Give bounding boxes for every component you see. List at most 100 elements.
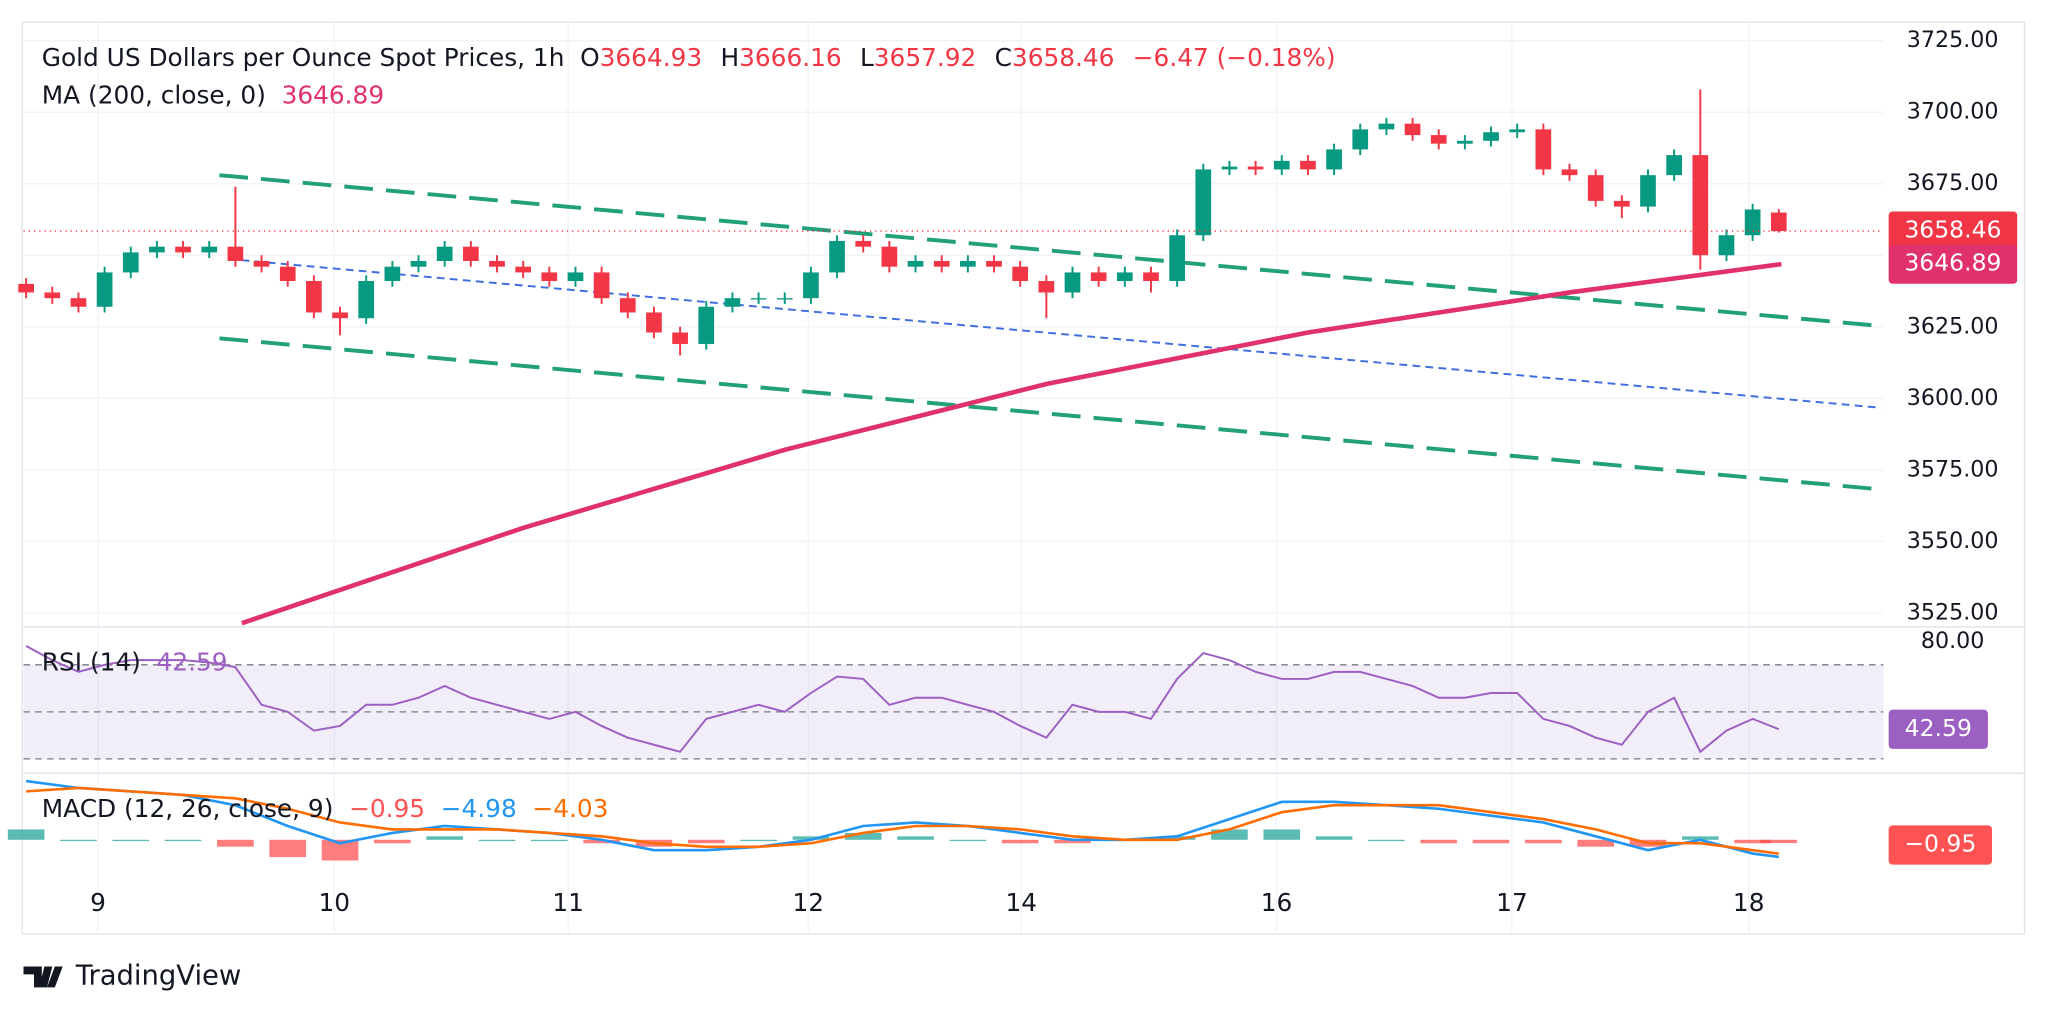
candle-body [1613,200,1630,207]
macd-histogram [1368,839,1405,842]
x-tick-label: 14 [1005,888,1037,917]
candle-body [1509,129,1526,133]
candle-body [44,292,61,299]
macd-histogram [321,839,359,861]
rsi-value: 42.59 [157,648,228,677]
candle-body [646,312,662,333]
badge-box [1888,244,2018,284]
candle-body [149,246,165,253]
candle-body [724,298,741,307]
candle-body [1640,175,1656,207]
macd-histogram [897,836,934,840]
ohlc-value: 3657.92 [874,43,977,72]
candle-body [201,246,218,253]
macd-histogram [949,839,987,842]
candle-body [515,266,531,273]
candle-body [1326,149,1342,170]
candle-body [1169,235,1185,282]
candle-body [1378,123,1395,130]
candle-body [1195,169,1212,236]
chart-header: Gold US Dollars per Ounce Spot Prices, 1… [42,43,1336,72]
candle-body [907,260,924,267]
macd-histogram [844,832,882,840]
y-tick-label: 3525.00 [1907,599,1999,625]
candle-body [1587,175,1604,201]
macd-histogram [1054,839,1091,844]
macd-histogram [112,839,150,842]
macd-histogram [7,829,45,840]
macd-legend: MACD (12, 26, close, 9) −0.95 −4.98 −4.03 [42,794,609,823]
candle-body [1457,140,1473,144]
candle-body [1718,235,1735,256]
ohlc-label: C [995,43,1012,72]
y-tick-label: 80.00 [1921,628,1985,654]
price-badge: 3646.89 [1888,244,2018,284]
signal-line [26,786,1779,855]
x-tick-label: 9 [90,888,106,917]
badge-box [1888,211,2018,251]
price-badge: 42.59 [1888,709,1988,749]
macd-histogram [1734,839,1771,844]
signal-value: −4.03 [532,794,608,823]
macd-histogram [164,839,202,842]
candle-body [306,281,322,313]
ma-name: MA (200, close, 0) [42,81,266,110]
candle-body [698,306,715,344]
candle-body [1430,135,1447,144]
x-tick-label: 18 [1733,888,1765,917]
macd-histogram [792,836,830,840]
macd-histogram [374,839,411,844]
candle-body [1064,272,1081,293]
macd-histogram [687,839,725,844]
macd-histogram [740,839,777,842]
badge-label: −0.95 [1904,830,1976,858]
candle-body [96,272,113,307]
candle-body [1300,160,1316,170]
macd-histogram [1158,836,1196,840]
macd-histogram [217,839,254,847]
candle-body [279,266,296,282]
x-tick-label: 12 [793,888,825,917]
macd-histogram [1525,839,1562,844]
candle-body [855,240,872,247]
badge-label: 42.59 [1905,714,1972,742]
candle-body [593,272,610,299]
candle-body [1143,272,1159,282]
candle-body [462,246,479,261]
candle-body [1692,155,1709,256]
chart-title: Gold US Dollars per Ounce Spot Prices, 1… [42,43,565,72]
macd-histogram [1263,829,1301,840]
price-badge: 3658.46 [1888,211,2018,251]
candle-body [410,260,427,267]
logo: TradingView [23,960,241,991]
ohlc-value: 3666.16 [739,43,842,72]
candle-body [436,246,453,261]
candle-body [1038,281,1055,293]
candle-body [1012,266,1029,282]
candle-body [1561,169,1578,176]
candle-body [1247,166,1264,170]
candle-body [1352,129,1369,150]
candle-body [829,240,845,273]
candle-body [933,260,950,267]
candle-body [750,298,767,300]
hist-value: −0.95 [349,794,425,823]
trend-line [241,259,1881,409]
x-tick-label: 11 [552,888,584,917]
macd-histogram [1315,836,1353,840]
y-tick-label: 3725.00 [1907,27,1999,53]
rsi-legend: RSI (14) 42.59 [42,648,228,677]
macd-histogram [60,839,97,842]
candle-body [1483,132,1499,141]
badge-label: 3646.89 [1904,249,2001,277]
candle-body [358,281,375,319]
macd-histogram [1577,839,1614,847]
macd-name: MACD (12, 26, close, 9) [42,794,334,823]
candle-body [332,312,348,319]
macd-histogram [1001,839,1039,844]
y-tick-label: 3625.00 [1907,313,1999,339]
candle-body [1273,160,1290,170]
ohlc-value: 3664.93 [600,43,703,72]
ma-legend: MA (200, close, 0) 3646.89 [42,81,384,110]
